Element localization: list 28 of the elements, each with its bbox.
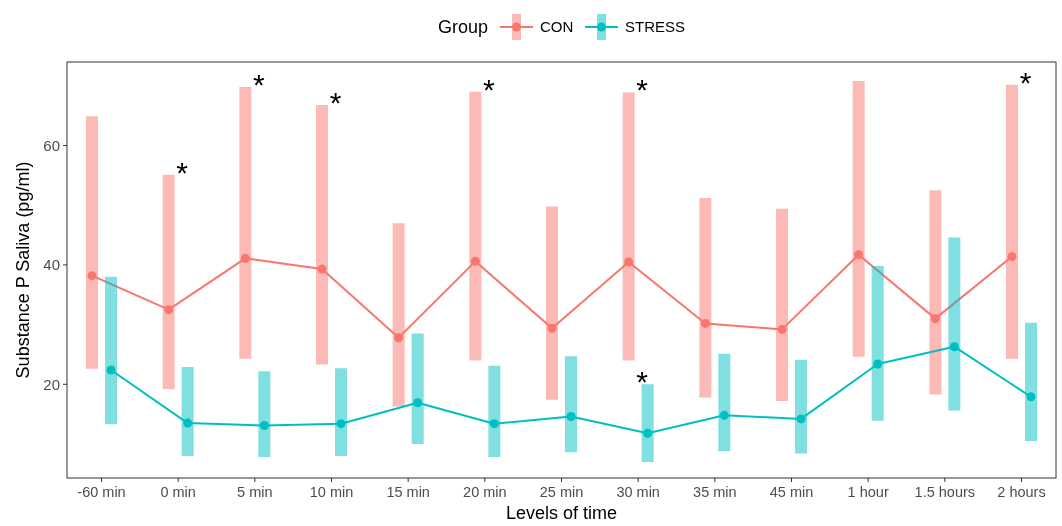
x-tick-label: 25 min [539, 484, 584, 500]
x-tick-label: 30 min [616, 484, 660, 500]
annotation: * [1019, 65, 1032, 99]
y-tick-label: 40 [43, 256, 60, 274]
x-axis-title: Levels of time [505, 503, 618, 523]
y-tick-label: 60 [43, 136, 60, 154]
y-tick-label: 20 [43, 375, 60, 393]
x-tick-label: 5 min [237, 484, 273, 500]
x-tick-label: 1 hour [847, 484, 889, 500]
x-tick-label: 45 min [769, 484, 814, 500]
x-tick-label: 2 hours [997, 484, 1046, 500]
legend-label: STRESS [625, 18, 686, 36]
annotation: * [252, 68, 265, 102]
annotation: * [176, 155, 189, 189]
legend-label: CON [540, 18, 574, 36]
legend-title: Group [438, 17, 489, 38]
x-tick-label: -60 min [77, 484, 126, 500]
x-tick-label: 1.5 hours [914, 484, 976, 500]
annotation: * [636, 365, 649, 399]
annotation: * [636, 73, 649, 107]
x-tick-label: 35 min [693, 484, 737, 500]
annotation: * [329, 85, 342, 119]
x-tick-label: 10 min [309, 484, 354, 500]
x-tick-label: 0 min [160, 484, 196, 500]
y-axis-title: Substance P Saliva (pg/ml) [13, 161, 33, 379]
x-tick-label: 20 min [463, 484, 507, 500]
x-tick-label: 15 min [386, 484, 430, 500]
annotation: * [482, 72, 495, 106]
